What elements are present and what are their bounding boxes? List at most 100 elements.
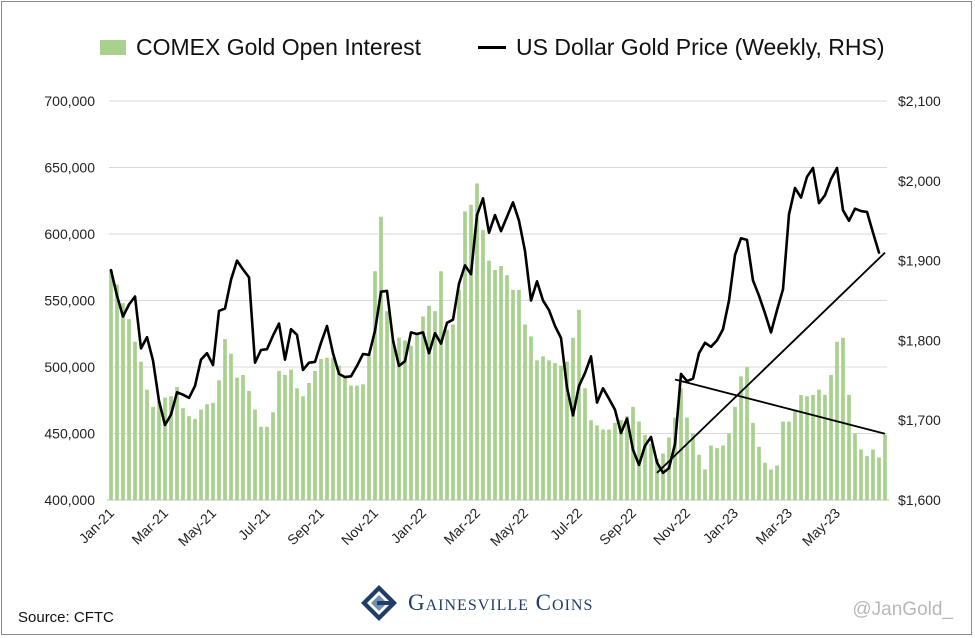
legend-line-label: US Dollar Gold Price (Weekly, RHS) [516, 34, 885, 60]
open-interest-bar [157, 401, 161, 500]
open-interest-bar [325, 357, 329, 500]
open-interest-bar [457, 289, 461, 500]
open-interest-bar [181, 408, 185, 500]
open-interest-bar [427, 305, 431, 500]
open-interest-bar [385, 311, 389, 500]
open-interest-bar [109, 269, 113, 500]
gold-price-line [109, 166, 881, 475]
x-tick-label: Nov-22 [650, 505, 693, 548]
open-interest-bar [211, 402, 215, 500]
open-interest-bar [343, 376, 347, 500]
open-interest-bar [859, 449, 863, 500]
open-interest-bar [727, 433, 731, 500]
open-interest-bar [565, 361, 569, 500]
open-interest-bar [493, 269, 497, 500]
left-tick-label: 650,000 [44, 160, 95, 176]
open-interest-bars [109, 183, 887, 501]
open-interest-bar [541, 356, 545, 500]
legend-item-open-interest: COMEX Gold Open Interest [100, 34, 421, 61]
right-tick-label: $1,700 [898, 412, 941, 428]
open-interest-bar [847, 394, 851, 500]
open-interest-bar [373, 271, 377, 500]
left-tick-label: 450,000 [44, 426, 95, 442]
open-interest-bar [685, 417, 689, 500]
open-interest-bar [235, 377, 239, 500]
left-tick-label: 400,000 [44, 492, 95, 508]
open-interest-bar [469, 204, 473, 501]
left-axis: 400,000 450,000 500,000 550,000 600,000 650,0… [44, 93, 95, 508]
left-tick-label: 700,000 [44, 93, 95, 109]
open-interest-bar [253, 409, 257, 500]
open-interest-bar [547, 360, 551, 500]
open-interest-bar [145, 389, 149, 500]
open-interest-bar [691, 433, 695, 500]
x-tick-label: Mar-23 [752, 505, 795, 548]
right-tick-label: $1,600 [898, 492, 941, 508]
open-interest-bar [571, 337, 575, 500]
legend-line-swatch [478, 46, 506, 49]
open-interest-bar [229, 353, 233, 500]
open-interest-bar [679, 388, 683, 500]
open-interest-bar [247, 390, 251, 500]
open-interest-bar [751, 422, 755, 500]
gold-price-line-group [109, 166, 881, 475]
open-interest-bar [583, 388, 587, 500]
open-interest-bar [199, 409, 203, 500]
open-interest-bar [589, 420, 593, 500]
open-interest-bar [379, 216, 383, 500]
open-interest-bar [649, 444, 653, 500]
open-interest-bar [793, 409, 797, 500]
x-tick-label: May-21 [175, 505, 219, 549]
open-interest-bar [721, 445, 725, 500]
left-tick-label: 600,000 [44, 226, 95, 242]
open-interest-bar [823, 394, 827, 500]
open-interest-bar [403, 340, 407, 500]
x-tick-label: May-22 [487, 505, 531, 549]
open-interest-bar [805, 396, 809, 500]
open-interest-bar [421, 316, 425, 500]
open-interest-bar [709, 445, 713, 500]
open-interest-bar [487, 260, 491, 500]
open-interest-bar [811, 394, 815, 500]
legend-bar-label: COMEX Gold Open Interest [136, 34, 422, 60]
open-interest-bar [631, 406, 635, 500]
open-interest-bar [433, 311, 437, 500]
open-interest-bar [349, 385, 353, 500]
trendlines [656, 251, 886, 474]
x-tick-label: Sep-22 [596, 505, 639, 548]
left-tick-label: 550,000 [44, 293, 95, 309]
open-interest-bar [169, 396, 173, 500]
uptrend-line [656, 251, 886, 474]
open-interest-bar [883, 434, 887, 500]
x-tick-label: Sep-21 [284, 505, 327, 548]
right-axis: $1,600 $1,700 $1,800 $1,900 $2,000 $2,100 [898, 93, 941, 508]
open-interest-bar [259, 426, 263, 500]
open-interest-bar [481, 230, 485, 500]
open-interest-bar [337, 365, 341, 500]
open-interest-bar [367, 353, 371, 500]
open-interest-bar [499, 265, 503, 500]
open-interest-bar [271, 412, 275, 500]
open-interest-bar [865, 456, 869, 500]
x-tick-label: Mar-21 [128, 505, 171, 548]
open-interest-bar [151, 406, 155, 500]
open-interest-bar [853, 433, 857, 500]
open-interest-bar [289, 369, 293, 500]
open-interest-bar [277, 370, 281, 500]
open-interest-bar [133, 341, 137, 500]
open-interest-bar [391, 340, 395, 500]
right-tick-label: $1,900 [898, 253, 941, 269]
open-interest-bar [415, 333, 419, 500]
open-interest-bar [781, 421, 785, 500]
open-interest-bar [127, 319, 131, 500]
open-interest-bar [451, 324, 455, 500]
open-interest-bar [313, 370, 317, 500]
open-interest-bar [607, 429, 611, 500]
open-interest-bar [715, 448, 719, 500]
open-interest-bar [739, 376, 743, 500]
open-interest-bar [697, 454, 701, 500]
legend-item-gold-price: US Dollar Gold Price (Weekly, RHS) [478, 34, 885, 61]
x-tick-label: Jul-21 [235, 505, 273, 543]
open-interest-bar [517, 289, 521, 500]
